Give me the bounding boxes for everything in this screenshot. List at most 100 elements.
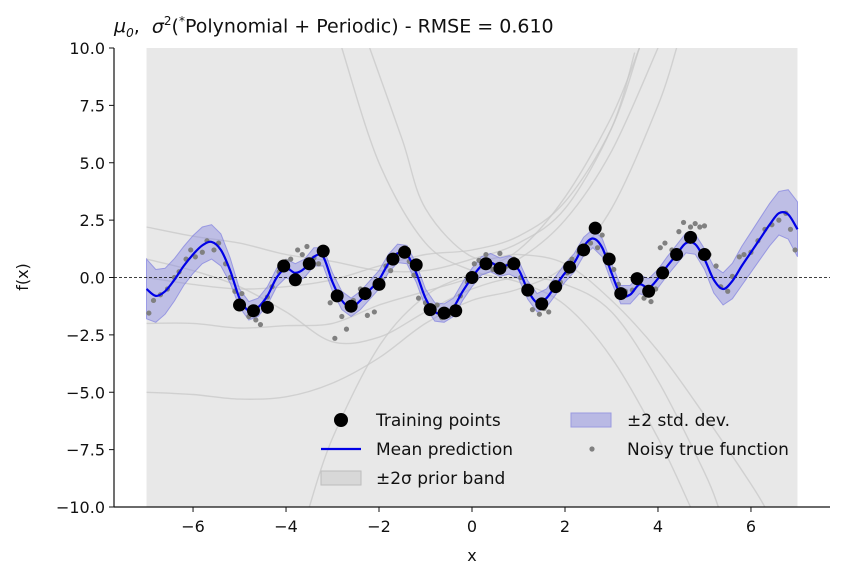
- training-point: [670, 248, 684, 262]
- x-tick-label: 4: [653, 517, 663, 536]
- x-tick-label: 0: [467, 517, 477, 536]
- title-star: *: [178, 14, 185, 28]
- noisy-point: [288, 256, 294, 262]
- noisy-point: [662, 240, 668, 246]
- noisy-point: [648, 298, 654, 305]
- noisy-point: [315, 261, 322, 267]
- training-point: [656, 266, 670, 280]
- legend-training-marker: [334, 413, 348, 427]
- training-point: [479, 257, 493, 271]
- prior-sample-5: [341, 48, 692, 507]
- x-tick-label: 6: [746, 517, 756, 536]
- noisy-point: [371, 309, 377, 315]
- y-tick-label: −2.5: [66, 326, 105, 345]
- noisy-point: [680, 219, 687, 226]
- x-tick-label: −6: [181, 517, 205, 536]
- noisy-point: [211, 247, 217, 253]
- noisy-point: [641, 295, 647, 301]
- noisy-point: [536, 311, 543, 317]
- training-point: [358, 287, 372, 301]
- noisy-point: [792, 247, 798, 253]
- training-point: [372, 277, 386, 291]
- noisy-point: [299, 251, 305, 258]
- noisy-point: [599, 232, 605, 238]
- noisy-point: [188, 247, 194, 253]
- legend-std-marker: [570, 412, 612, 428]
- noisy-point: [713, 263, 719, 269]
- training-point: [302, 257, 316, 271]
- prior-sample-4: [146, 258, 720, 507]
- training-point: [316, 244, 330, 258]
- noisy-point: [529, 307, 536, 313]
- training-point: [288, 273, 302, 287]
- y-tick-label: 5.0: [80, 154, 105, 173]
- noisy-point: [199, 249, 205, 255]
- noisy-point: [327, 300, 333, 306]
- prior-sample-3: [146, 48, 678, 400]
- training-point: [684, 230, 698, 244]
- noisy-point: [146, 310, 152, 316]
- training-point: [563, 260, 577, 274]
- training-point: [449, 304, 463, 318]
- noisy-point: [415, 295, 422, 301]
- noisy-point: [692, 220, 698, 227]
- noisy-point: [411, 272, 417, 278]
- noisy-point: [483, 251, 489, 258]
- noisy-point: [192, 254, 198, 260]
- title-sigma: σ: [151, 15, 164, 38]
- noisy-point: [471, 261, 477, 267]
- noisy-point: [701, 223, 708, 229]
- noisy-point: [239, 290, 245, 297]
- training-point: [642, 284, 656, 298]
- legend-prior-label: ±2σ prior band: [376, 469, 505, 489]
- noisy-point: [150, 297, 157, 304]
- training-point: [507, 257, 521, 271]
- noisy-point: [257, 321, 264, 328]
- training-point: [260, 300, 274, 314]
- x-tick-label: −2: [367, 517, 391, 536]
- noisy-point: [776, 217, 782, 223]
- training-point: [465, 271, 479, 284]
- noisy-point: [594, 245, 601, 251]
- training-point: [602, 252, 616, 266]
- training-point: [630, 272, 644, 286]
- legend-mean-label: Mean prediction: [376, 440, 513, 460]
- noisy-point: [364, 312, 370, 318]
- noisy-point: [253, 317, 259, 323]
- noisy-point: [657, 245, 663, 251]
- noisy-point: [697, 224, 703, 230]
- ticks: −6 −4 −2 0 2 4 6 −10.0 −7.5 −5.0 −2.5 0.0 2.5 5.0 7.5 1…: [56, 39, 756, 536]
- noisy-point: [332, 335, 338, 341]
- legend: Training points Mean prediction ±2σ prio…: [320, 411, 789, 489]
- noisy-point: [304, 243, 310, 250]
- title-rest: Polynomial + Periodic) - RMSE = 0.610: [184, 15, 554, 38]
- training-point: [398, 245, 412, 259]
- y-tick-label: 2.5: [80, 211, 105, 230]
- y-tick-label: −10.0: [56, 498, 105, 517]
- plot-area: [114, 48, 830, 507]
- legend-training-label: Training points: [375, 411, 501, 431]
- title-mu-sub: 0: [126, 26, 134, 41]
- training-point: [614, 287, 628, 301]
- training-point: [549, 280, 563, 294]
- training-point: [386, 252, 400, 266]
- training-point: [233, 298, 247, 312]
- noisy-point: [339, 313, 345, 320]
- legend-prior-marker: [320, 470, 362, 486]
- x-tick-label: 2: [560, 517, 570, 536]
- noisy-point: [725, 288, 731, 294]
- legend-std-label: ±2 std. dev.: [627, 411, 730, 431]
- training-point: [409, 258, 423, 272]
- training-point: [493, 261, 507, 275]
- noisy-point: [611, 266, 617, 273]
- legend-noisy-label: Noisy true function: [627, 440, 789, 460]
- y-tick-label: −7.5: [66, 441, 105, 460]
- y-tick-label: 7.5: [80, 96, 105, 115]
- title-mu: μ: [114, 15, 127, 38]
- title-sep: ,: [133, 15, 152, 38]
- prior-sample-1: [146, 48, 659, 329]
- y-tick-label: 0.0: [80, 269, 105, 288]
- training-point: [521, 283, 535, 297]
- training-point: [330, 289, 344, 303]
- noisy-point: [295, 247, 301, 253]
